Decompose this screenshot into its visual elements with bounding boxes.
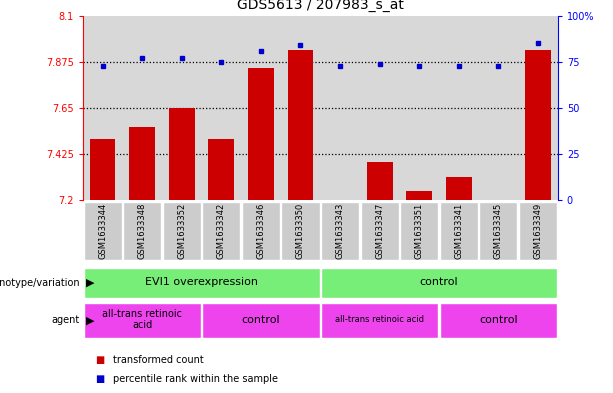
Bar: [321, 303, 438, 338]
Text: all-trans retinoic acid: all-trans retinoic acid: [335, 315, 424, 324]
Bar: [123, 202, 161, 260]
Text: GSM1633350: GSM1633350: [296, 203, 305, 259]
Text: GSM1633342: GSM1633342: [217, 203, 226, 259]
Bar: [83, 303, 200, 338]
Text: EVI1 overexpression: EVI1 overexpression: [145, 277, 258, 287]
Bar: [440, 303, 557, 338]
Bar: [321, 202, 359, 260]
Text: GSM1633343: GSM1633343: [335, 203, 345, 259]
Bar: [406, 191, 432, 200]
Text: GSM1633349: GSM1633349: [533, 203, 543, 259]
Bar: [83, 268, 319, 298]
Bar: [440, 202, 478, 260]
Text: GSM1633345: GSM1633345: [494, 203, 503, 259]
Text: GSM1633348: GSM1633348: [138, 203, 147, 259]
Bar: [129, 127, 155, 200]
Text: all-trans retinoic
acid: all-trans retinoic acid: [102, 309, 182, 330]
Title: GDS5613 / 207983_s_at: GDS5613 / 207983_s_at: [237, 0, 404, 12]
Text: GSM1633352: GSM1633352: [177, 203, 186, 259]
Bar: [248, 68, 274, 200]
Bar: [208, 139, 234, 200]
Text: ▶: ▶: [86, 315, 94, 325]
Text: percentile rank within the sample: percentile rank within the sample: [113, 374, 278, 384]
Bar: [202, 303, 319, 338]
Text: GSM1633351: GSM1633351: [415, 203, 424, 259]
Bar: [89, 139, 115, 200]
Bar: [446, 177, 472, 200]
Bar: [202, 202, 240, 260]
Text: genotype/variation: genotype/variation: [0, 278, 80, 288]
Bar: [83, 202, 121, 260]
Bar: [162, 202, 200, 260]
Text: transformed count: transformed count: [113, 354, 204, 365]
Bar: [360, 202, 398, 260]
Text: GSM1633347: GSM1633347: [375, 203, 384, 259]
Text: GSM1633346: GSM1633346: [256, 203, 265, 259]
Bar: [242, 202, 280, 260]
Bar: [169, 108, 194, 200]
Text: control: control: [242, 314, 280, 325]
Text: ▶: ▶: [86, 278, 94, 288]
Text: control: control: [420, 277, 459, 287]
Text: control: control: [479, 314, 518, 325]
Bar: [400, 202, 438, 260]
Text: ■: ■: [95, 374, 104, 384]
Bar: [479, 202, 517, 260]
Text: GSM1633344: GSM1633344: [98, 203, 107, 259]
Bar: [287, 50, 313, 200]
Text: ■: ■: [95, 354, 104, 365]
Bar: [281, 202, 319, 260]
Text: agent: agent: [51, 315, 80, 325]
Bar: [367, 162, 392, 200]
Text: GSM1633341: GSM1633341: [454, 203, 463, 259]
Bar: [525, 50, 551, 200]
Bar: [321, 268, 557, 298]
Bar: [519, 202, 557, 260]
